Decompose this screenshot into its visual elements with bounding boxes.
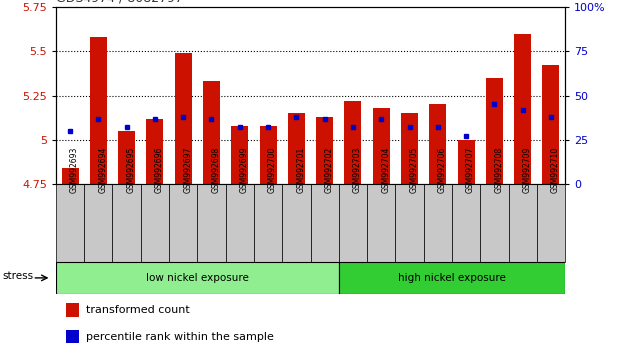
- FancyBboxPatch shape: [339, 262, 565, 294]
- Text: GSM992694: GSM992694: [98, 147, 107, 193]
- Bar: [203, 81, 220, 184]
- FancyBboxPatch shape: [225, 184, 254, 262]
- Text: low nickel exposure: low nickel exposure: [146, 273, 249, 283]
- Bar: [486, 78, 503, 184]
- Bar: [458, 140, 474, 184]
- Text: GSM992706: GSM992706: [438, 147, 446, 193]
- Text: GSM992710: GSM992710: [551, 147, 560, 193]
- FancyBboxPatch shape: [537, 184, 565, 262]
- FancyBboxPatch shape: [197, 184, 225, 262]
- FancyBboxPatch shape: [339, 184, 367, 262]
- Bar: [90, 37, 107, 184]
- Bar: [260, 126, 276, 184]
- Bar: [61, 168, 78, 184]
- Text: GSM992696: GSM992696: [155, 147, 164, 193]
- FancyBboxPatch shape: [84, 184, 112, 262]
- Text: GSM992695: GSM992695: [127, 147, 135, 193]
- Text: percentile rank within the sample: percentile rank within the sample: [86, 332, 274, 342]
- FancyBboxPatch shape: [310, 184, 339, 262]
- Text: GSM992707: GSM992707: [466, 147, 475, 193]
- Bar: [373, 108, 390, 184]
- Text: GDS4974 / 8082797: GDS4974 / 8082797: [56, 0, 183, 5]
- Bar: [147, 119, 163, 184]
- Text: transformed count: transformed count: [86, 305, 190, 315]
- FancyBboxPatch shape: [396, 184, 424, 262]
- FancyBboxPatch shape: [282, 184, 310, 262]
- Text: GSM992708: GSM992708: [494, 147, 504, 193]
- Bar: [231, 126, 248, 184]
- Text: GSM992693: GSM992693: [70, 147, 79, 193]
- FancyBboxPatch shape: [254, 184, 282, 262]
- Text: GSM992709: GSM992709: [523, 147, 532, 193]
- Text: GSM992698: GSM992698: [212, 147, 220, 193]
- Bar: [66, 330, 79, 343]
- Bar: [175, 53, 192, 184]
- Text: GSM992704: GSM992704: [381, 147, 390, 193]
- Bar: [118, 131, 135, 184]
- FancyBboxPatch shape: [424, 184, 452, 262]
- Bar: [543, 65, 560, 184]
- Bar: [429, 104, 446, 184]
- Bar: [316, 117, 333, 184]
- FancyBboxPatch shape: [367, 184, 396, 262]
- Bar: [514, 34, 531, 184]
- Text: stress: stress: [3, 271, 34, 281]
- Text: GSM992697: GSM992697: [183, 147, 192, 193]
- FancyBboxPatch shape: [480, 184, 509, 262]
- FancyBboxPatch shape: [56, 184, 84, 262]
- Text: GSM992699: GSM992699: [240, 147, 249, 193]
- FancyBboxPatch shape: [112, 184, 141, 262]
- FancyBboxPatch shape: [141, 184, 169, 262]
- FancyBboxPatch shape: [169, 184, 197, 262]
- FancyBboxPatch shape: [452, 184, 480, 262]
- FancyBboxPatch shape: [56, 262, 339, 294]
- Bar: [66, 303, 79, 317]
- Bar: [401, 113, 418, 184]
- Text: GSM992705: GSM992705: [409, 147, 419, 193]
- Text: GSM992700: GSM992700: [268, 147, 277, 193]
- FancyBboxPatch shape: [509, 184, 537, 262]
- Text: GSM992701: GSM992701: [296, 147, 306, 193]
- Text: high nickel exposure: high nickel exposure: [398, 273, 506, 283]
- Text: GSM992702: GSM992702: [325, 147, 333, 193]
- Text: GSM992703: GSM992703: [353, 147, 362, 193]
- Bar: [345, 101, 361, 184]
- Bar: [288, 113, 305, 184]
